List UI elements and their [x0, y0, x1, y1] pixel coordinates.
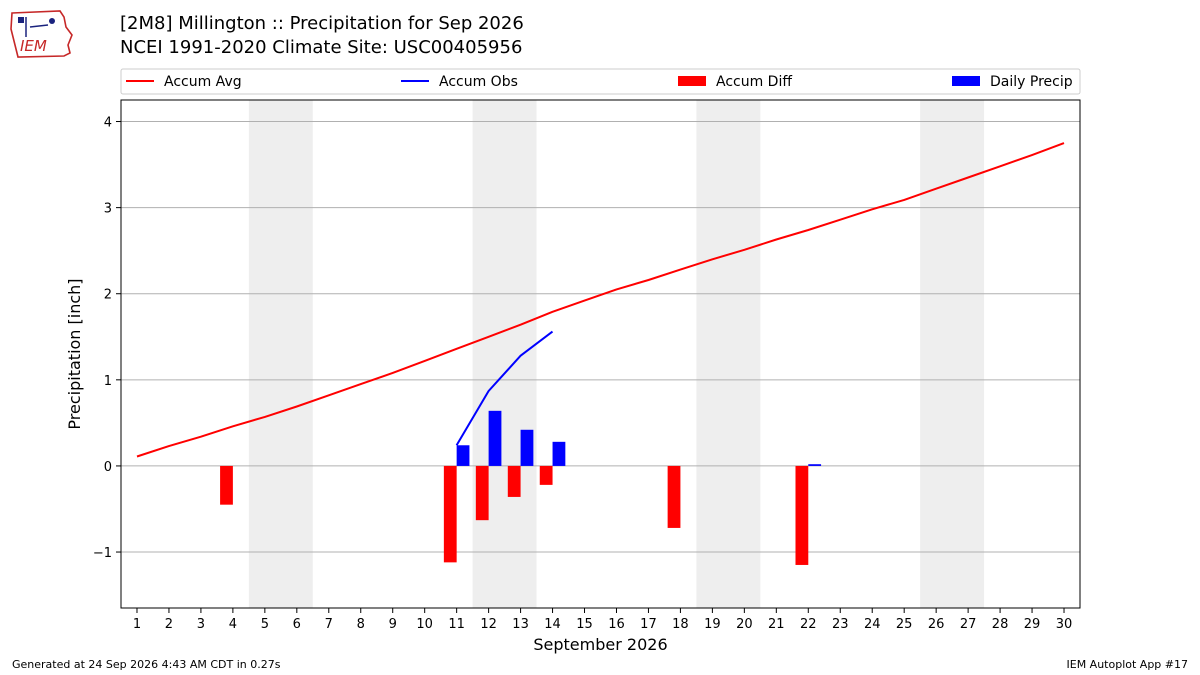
chart-title: [2M8] Millington :: Precipitation for Se…	[120, 13, 524, 34]
legend-bar-swatch	[678, 76, 706, 86]
accum-avg-line	[136, 142, 1065, 458]
accum-diff-bar	[220, 465, 233, 505]
daily-precip-bar	[488, 410, 502, 466]
y-tick-label: 1	[104, 374, 112, 389]
weekend-shade-band	[696, 100, 761, 608]
y-tick-label: 0	[104, 460, 112, 475]
x-tick-label: 16	[608, 617, 625, 632]
legend-daily-precip: Daily Precip	[952, 74, 1073, 90]
x-axis-label: September 2026	[533, 635, 667, 654]
y-tick-label: 3	[104, 202, 112, 217]
x-tick-label: 22	[800, 617, 817, 632]
x-tick-label: 3	[197, 617, 205, 632]
x-tick-label: 30	[1056, 617, 1073, 632]
legend-box	[120, 68, 1081, 95]
daily-precip-bar	[456, 445, 470, 466]
legend-accum-diff: Accum Diff	[678, 74, 792, 90]
accum-diff-bar	[443, 465, 457, 563]
accum-diff-bar	[539, 465, 553, 485]
y-tick-label: 2	[104, 288, 112, 303]
y-tick-label: 4	[104, 116, 112, 131]
x-tick-label: 25	[896, 617, 913, 632]
daily-precip-bar	[552, 441, 566, 466]
legend-bar-swatch	[952, 76, 980, 86]
legend: Accum Avg Accum Obs Accum Diff Daily Precip	[120, 68, 1081, 95]
x-tick-label: 5	[261, 617, 269, 632]
bars	[220, 410, 822, 565]
legend-label: Accum Avg	[164, 74, 242, 90]
lines	[136, 142, 1065, 458]
x-tick-label: 20	[736, 617, 753, 632]
x-tick-label: 18	[672, 617, 689, 632]
accum-diff-bar	[667, 465, 681, 528]
x-tick-label: 1	[133, 617, 141, 632]
x-axis-ticks: 1 2 3 4 5 6 7 8 9 10 11 12 13 14 15 16 17 18 19 20 21 22 23 24 2…	[133, 608, 1072, 632]
x-tick-label: 19	[704, 617, 721, 632]
weekend-shade-band	[920, 100, 985, 608]
legend-label: Daily Precip	[990, 74, 1073, 90]
y-axis-ticks: −1 0 1 2 3 4	[93, 116, 121, 561]
x-tick-label: 12	[480, 617, 497, 632]
x-tick-label: 24	[864, 617, 881, 632]
y-axis-label: Precipitation [inch]	[65, 278, 84, 429]
legend-label: Accum Obs	[439, 74, 518, 90]
logo-text: IEM	[20, 37, 47, 55]
weekend-shade-band	[248, 100, 313, 608]
y-tick-label: −1	[93, 546, 112, 561]
weekend-shading	[248, 100, 985, 608]
accum-diff-bar	[507, 465, 521, 497]
x-tick-label: 27	[960, 617, 977, 632]
app-credit: IEM Autoplot App #17	[1066, 658, 1189, 671]
plot-frame	[120, 99, 1081, 609]
x-tick-label: 11	[448, 617, 465, 632]
x-tick-label: 23	[832, 617, 849, 632]
legend-accum-avg: Accum Avg	[126, 74, 242, 90]
iem-logo: IEM	[10, 10, 73, 58]
x-tick-label: 21	[768, 617, 785, 632]
daily-precip-bar	[520, 429, 534, 466]
x-tick-label: 7	[325, 617, 333, 632]
x-tick-label: 4	[229, 617, 237, 632]
x-tick-label: 9	[389, 617, 397, 632]
x-tick-label: 14	[544, 617, 561, 632]
chart-subtitle: NCEI 1991-2020 Climate Site: USC00405956	[120, 37, 523, 58]
x-tick-label: 26	[928, 617, 945, 632]
x-tick-label: 17	[640, 617, 657, 632]
x-tick-label: 29	[1024, 617, 1041, 632]
x-tick-label: 13	[512, 617, 529, 632]
legend-label: Accum Diff	[716, 74, 792, 90]
x-tick-label: 10	[416, 617, 433, 632]
accum-diff-bar	[475, 465, 489, 521]
x-tick-label: 28	[992, 617, 1009, 632]
generated-timestamp: Generated at 24 Sep 2026 4:43 AM CDT in …	[12, 658, 281, 671]
x-tick-label: 6	[293, 617, 301, 632]
x-tick-label: 8	[357, 617, 365, 632]
accum-diff-bar	[795, 465, 809, 565]
x-tick-label: 15	[576, 617, 593, 632]
daily-precip-bar	[808, 464, 822, 466]
x-tick-label: 2	[165, 617, 173, 632]
y-gridlines	[121, 121, 1080, 553]
accum-obs-line	[455, 330, 554, 446]
weekend-shade-band	[472, 100, 537, 608]
legend-accum-obs: Accum Obs	[401, 74, 518, 90]
